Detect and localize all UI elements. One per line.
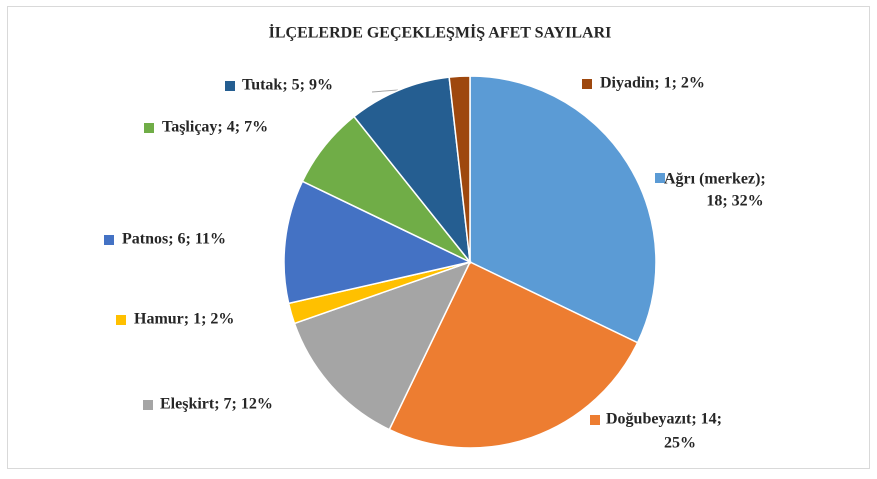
- data-label: Eleşkirt; 7; 12%: [160, 396, 273, 413]
- label-swatch: [116, 315, 126, 325]
- label-swatch: [144, 123, 154, 133]
- data-label: Tutak; 5; 9%: [242, 77, 333, 94]
- label-swatch: [655, 173, 665, 183]
- data-label: 18; 32%: [706, 193, 763, 210]
- data-label: Taşliçay; 4; 7%: [162, 119, 268, 136]
- data-label: Diyadin; 1; 2%: [600, 75, 705, 92]
- chart-title: İLÇELERDE GEÇEKLEŞMİŞ AFET SAYILARI: [269, 23, 612, 42]
- data-label: 25%: [664, 435, 696, 452]
- pie-slice: [448, 75, 471, 263]
- pie-slice: [293, 260, 472, 431]
- data-label: Hamur; 1; 2%: [134, 311, 234, 328]
- data-label: Doğubeyazıt; 14;: [606, 411, 722, 428]
- label-swatch: [225, 81, 235, 91]
- pie-slice: [388, 260, 639, 449]
- pie-slice: [283, 180, 473, 305]
- leader-line: [371, 89, 399, 93]
- pie-slice: [352, 76, 472, 265]
- pie-slice: [469, 75, 657, 344]
- label-swatch: [143, 400, 153, 410]
- data-label: Patnos; 6; 11%: [122, 231, 226, 248]
- label-swatch: [582, 79, 592, 89]
- label-swatch: [590, 415, 600, 425]
- label-swatch: [104, 235, 114, 245]
- data-label: Ağrı (merkez);: [664, 171, 766, 188]
